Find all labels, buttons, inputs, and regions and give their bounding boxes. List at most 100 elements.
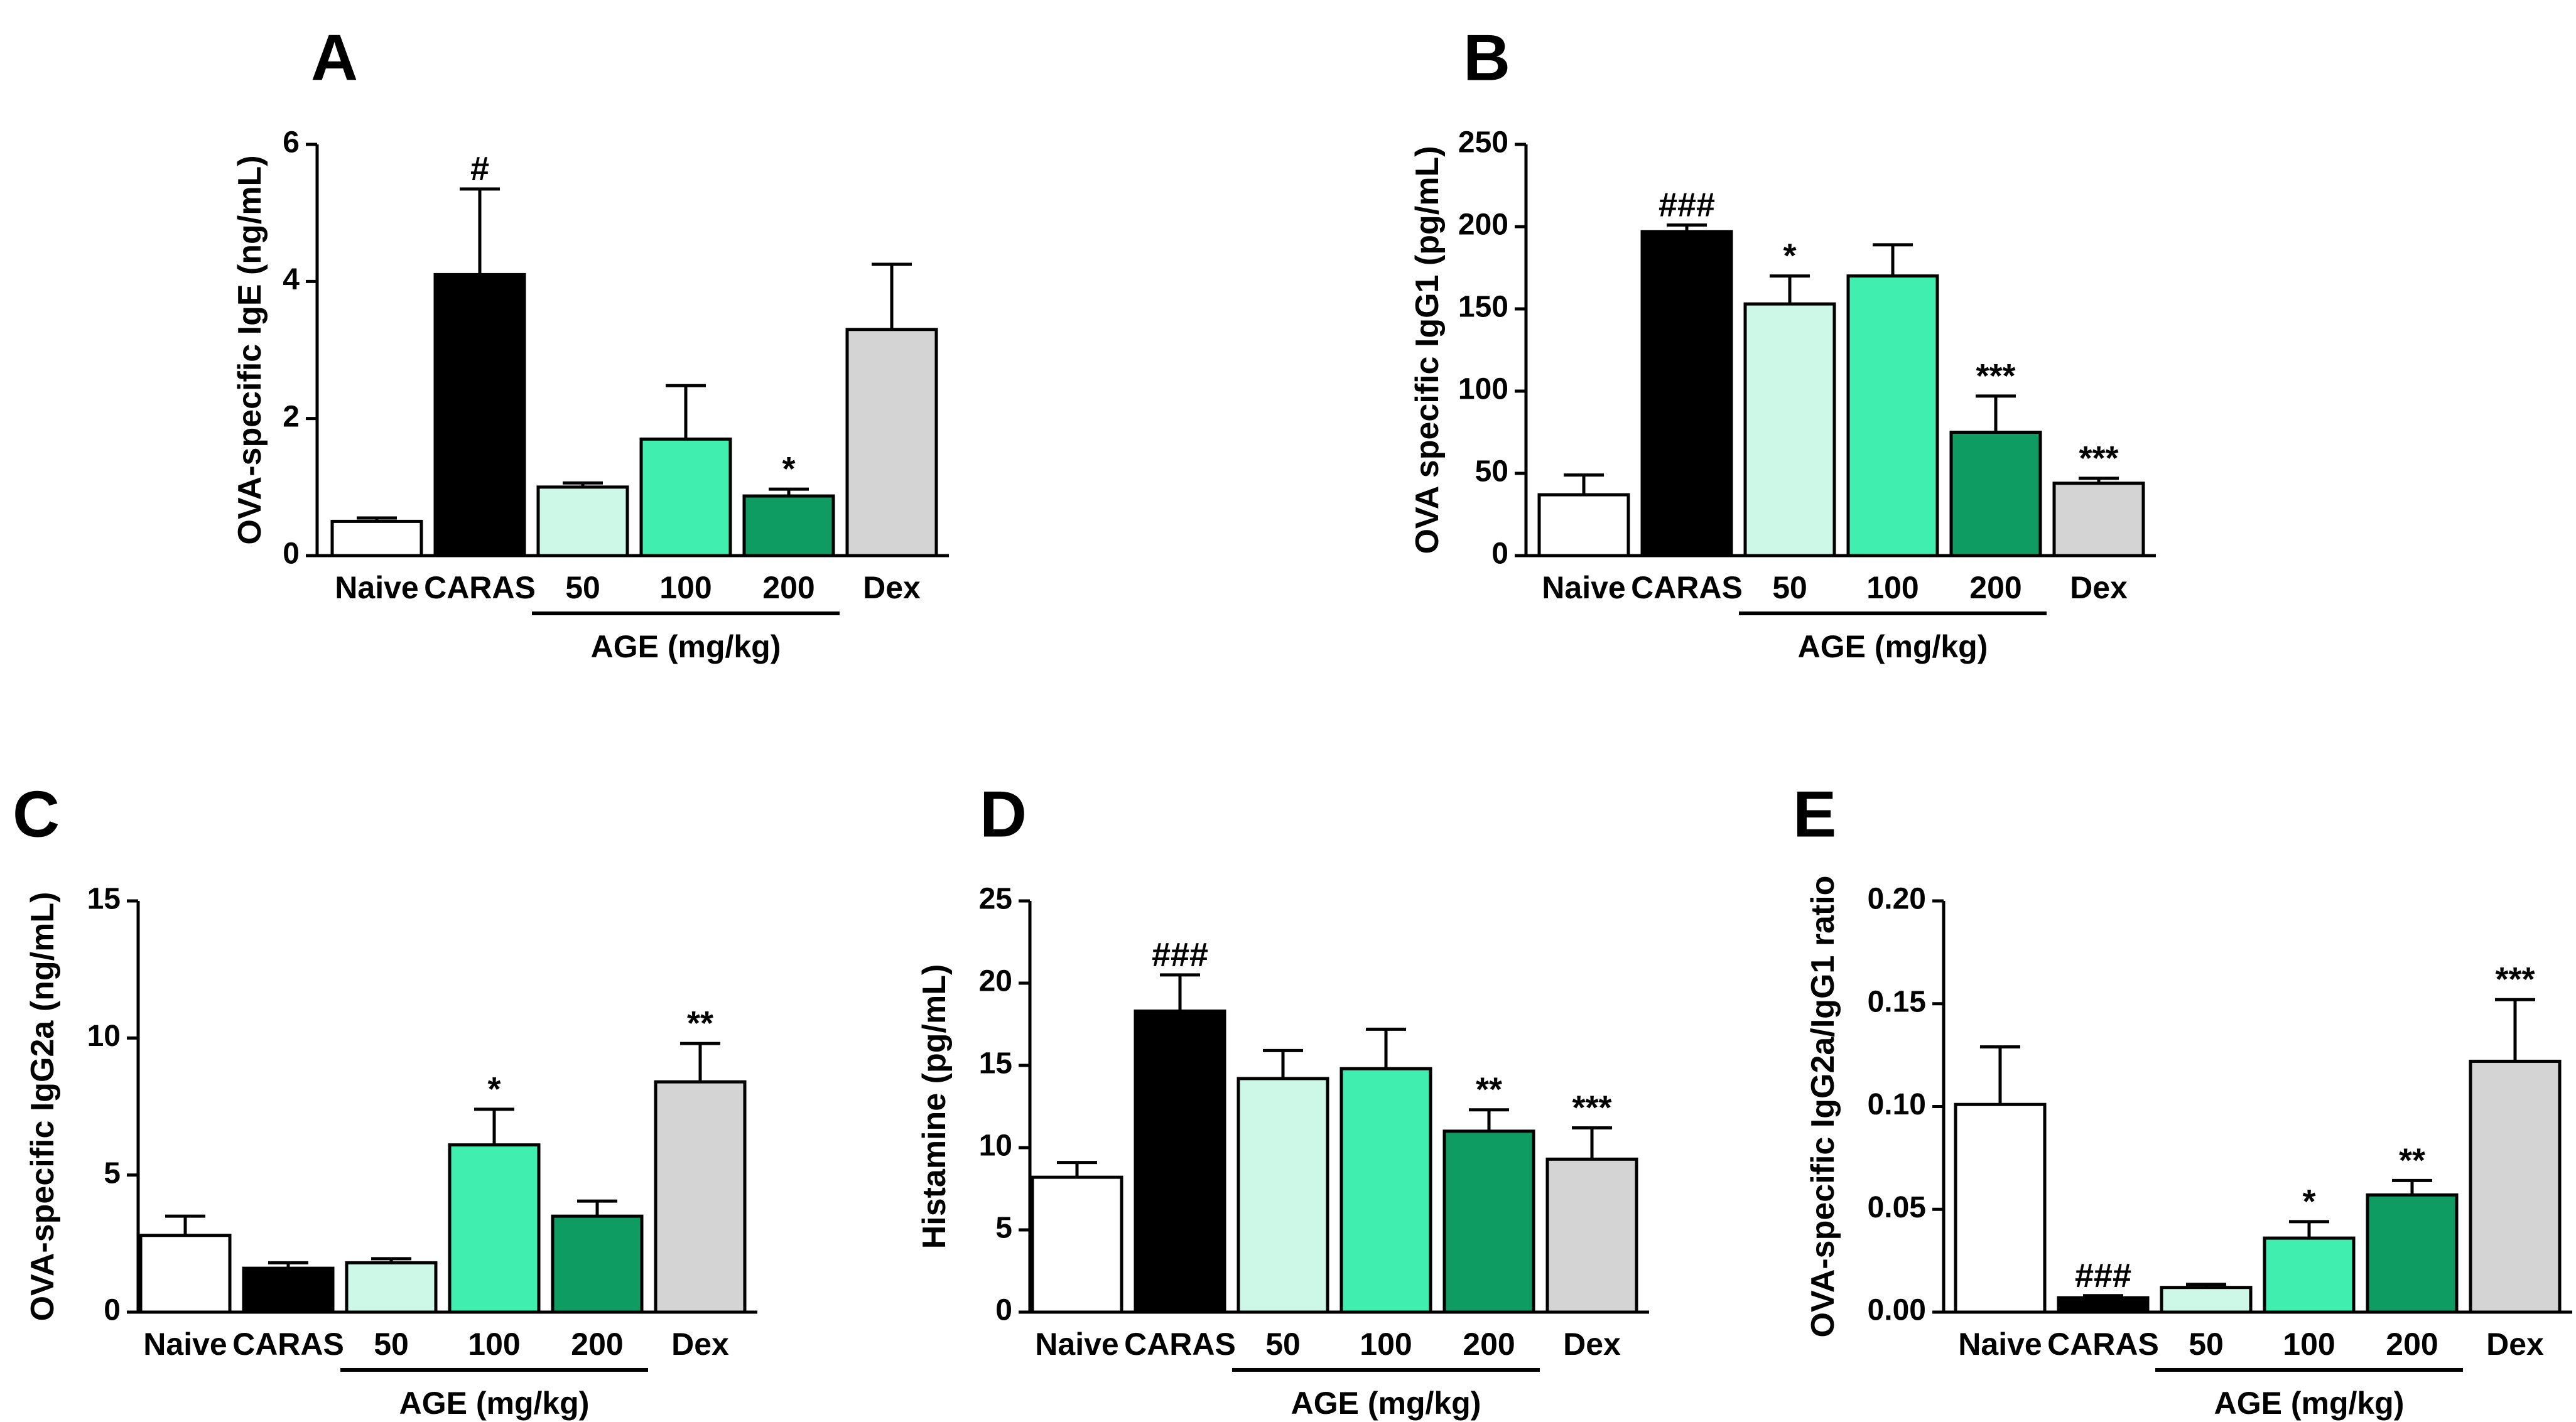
- y-tick-label-b: 100: [1458, 373, 1508, 406]
- y-axis-title-d: Histamine (pg/mL): [916, 964, 953, 1249]
- significance-b: ***: [2079, 439, 2118, 477]
- bar-d-naive: [1031, 1175, 1123, 1314]
- panel-label-d: D: [980, 778, 1027, 851]
- bar-d-caras: [1134, 1010, 1226, 1314]
- bar-b-100: [1846, 274, 1939, 557]
- bar-c-naive: [139, 1234, 232, 1314]
- category-label-a: CARAS: [424, 570, 536, 605]
- significance-d: ###: [1152, 936, 1208, 974]
- category-label-c: Dex: [671, 1327, 729, 1362]
- y-tick-label-a: 6: [283, 126, 300, 159]
- significance-c: **: [687, 1005, 713, 1042]
- bar-e-200: [2366, 1193, 2459, 1314]
- bar-e-caras: [2057, 1296, 2150, 1314]
- bar-d-200: [1442, 1129, 1535, 1314]
- y-tick-label-d: 10: [979, 1129, 1012, 1163]
- category-label-d: Naive: [1035, 1327, 1118, 1362]
- panel-label-b: B: [1463, 21, 1510, 94]
- significance-d: ***: [1572, 1089, 1611, 1127]
- bar-e-100: [2263, 1236, 2356, 1314]
- significance-e: **: [2399, 1141, 2425, 1179]
- panel-c: C OVA-specific IgG2a (ng/mL) 0 5 10 15 Naive CA…: [13, 778, 757, 1421]
- bar-c-dex: [654, 1080, 747, 1314]
- y-tick-label-b: 0: [1491, 537, 1508, 571]
- panel-b: B OVA specific IgG1 (pg/mL) 0 50 100 150 200 25…: [1409, 21, 2156, 664]
- y-tick-label-c: 10: [87, 1020, 121, 1053]
- bar-b-200: [1949, 431, 2042, 557]
- bar-c-caras: [242, 1266, 335, 1314]
- y-tick-label-b: 150: [1458, 291, 1508, 324]
- group-label-d: AGE (mg/kg): [1291, 1386, 1481, 1421]
- category-label-c: CARAS: [232, 1327, 344, 1362]
- y-tick-label-d: 5: [995, 1212, 1012, 1245]
- significance-d: **: [1476, 1071, 1502, 1109]
- y-tick-label-b: 200: [1458, 208, 1508, 242]
- category-label-e: CARAS: [2047, 1327, 2159, 1362]
- category-label-e: Naive: [1958, 1327, 2042, 1362]
- category-label-d: Dex: [1563, 1327, 1621, 1362]
- bar-a-naive: [330, 519, 423, 557]
- y-axis-title-b: OVA specific IgG1 (pg/mL): [1409, 146, 1446, 554]
- y-tick-label-d: 25: [979, 883, 1012, 916]
- category-label-d: 50: [1265, 1327, 1301, 1362]
- y-tick-label-e: 0.00: [1868, 1294, 1926, 1327]
- y-tick-label-a: 0: [283, 537, 300, 571]
- category-label-c: 100: [468, 1327, 520, 1362]
- bar-d-100: [1339, 1067, 1432, 1314]
- y-tick-label-b: 250: [1458, 126, 1508, 159]
- category-label-a: 50: [565, 570, 600, 605]
- bar-d-dex: [1545, 1157, 1638, 1314]
- bar-d-50: [1237, 1077, 1329, 1314]
- significance-a: #: [470, 150, 489, 188]
- significance-b: *: [1783, 237, 1796, 275]
- group-label-c: AGE (mg/kg): [399, 1386, 590, 1421]
- y-tick-label-a: 2: [283, 400, 300, 433]
- y-tick-label-a: 4: [283, 263, 300, 296]
- significance-c: *: [487, 1070, 501, 1108]
- bar-e-dex: [2469, 1059, 2562, 1314]
- significance-e: ***: [2495, 961, 2535, 998]
- bar-a-caras: [433, 272, 526, 557]
- group-label-b: AGE (mg/kg): [1798, 629, 1988, 664]
- bar-c-50: [345, 1261, 438, 1314]
- category-label-c: Naive: [143, 1327, 227, 1362]
- category-label-b: 50: [1772, 570, 1807, 605]
- panel-label-e: E: [1793, 778, 1836, 851]
- category-label-e: 200: [2386, 1327, 2438, 1362]
- panel-e: E OVA-specific IgG2a/IgG1 ratio 0.00 0.05 0.…: [1793, 778, 2572, 1421]
- significance-a: *: [782, 450, 795, 488]
- category-label-b: 100: [1866, 570, 1918, 605]
- group-label-e: AGE (mg/kg): [2214, 1386, 2405, 1421]
- category-label-c: 200: [571, 1327, 623, 1362]
- category-label-a: 100: [659, 570, 712, 605]
- y-tick-label-e: 0.10: [1868, 1088, 1926, 1121]
- y-tick-label-c: 5: [104, 1156, 121, 1190]
- category-label-e: 100: [2283, 1327, 2335, 1362]
- category-label-e: Dex: [2486, 1327, 2544, 1362]
- category-label-e: 50: [2189, 1327, 2224, 1362]
- bar-a-dex: [845, 328, 938, 557]
- category-label-d: 200: [1463, 1327, 1515, 1362]
- y-axis-title-c: OVA-specific IgG2a (ng/mL): [24, 892, 61, 1322]
- y-tick-label-c: 0: [104, 1294, 121, 1327]
- bar-b-caras: [1640, 230, 1733, 557]
- category-label-a: Naive: [335, 570, 418, 605]
- y-tick-label-e: 0.15: [1868, 985, 1926, 1018]
- significance-e: *: [2302, 1183, 2315, 1220]
- panel-d: D Histamine (pg/mL) 0 5 10 15 20 25 Naive ### CARA…: [916, 778, 1649, 1421]
- y-tick-label-e: 0.20: [1868, 883, 1926, 916]
- significance-b: ***: [1976, 357, 2015, 395]
- y-axis-title-e: OVA-specific IgG2a/IgG1 ratio: [1805, 876, 1841, 1338]
- bar-b-naive: [1537, 493, 1630, 557]
- group-label-a: AGE (mg/kg): [591, 629, 781, 664]
- bar-a-200: [742, 494, 835, 557]
- category-label-b: Dex: [2070, 570, 2128, 605]
- bar-a-100: [639, 437, 732, 557]
- bar-a-50: [536, 485, 629, 557]
- significance-b: ###: [1659, 186, 1715, 224]
- category-label-b: 200: [1969, 570, 2021, 605]
- bar-b-dex: [2052, 482, 2145, 557]
- category-label-a: Dex: [863, 570, 921, 605]
- bar-c-100: [448, 1143, 541, 1314]
